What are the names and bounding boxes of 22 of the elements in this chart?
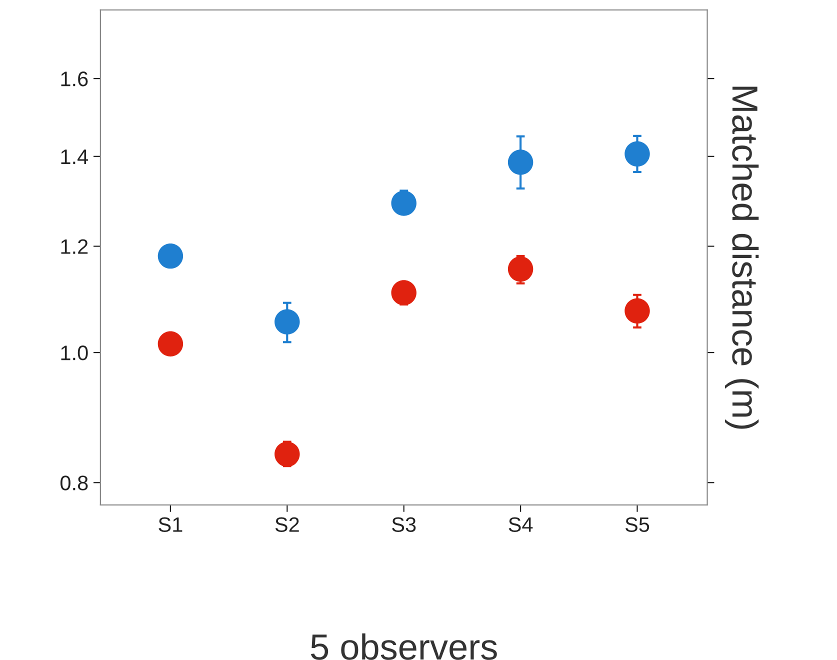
point [274, 442, 300, 467]
x-tick-label: S2 [275, 517, 299, 532]
y-tick-label: 1.6 [61, 72, 88, 86]
point [158, 331, 184, 356]
point [274, 309, 300, 334]
x-tick-label: S5 [625, 517, 650, 532]
y-tick-label: 1.0 [61, 346, 88, 360]
x-tick-label: S4 [508, 517, 533, 532]
y-tick-label: 1.4 [61, 150, 88, 164]
point [508, 150, 534, 175]
point [624, 298, 650, 324]
x-axis-title: 5 observers [310, 633, 497, 660]
point [391, 190, 416, 216]
point [391, 280, 416, 306]
y-tick-label: 0.8 [60, 476, 88, 490]
point [508, 256, 534, 282]
point [158, 243, 184, 269]
y-axis-title: Matched distance (m) [725, 86, 759, 429]
point [624, 141, 650, 167]
y-tick-label: 1.2 [61, 239, 88, 254]
x-tick-label: S3 [392, 517, 416, 532]
x-tick-label: S1 [158, 517, 182, 532]
